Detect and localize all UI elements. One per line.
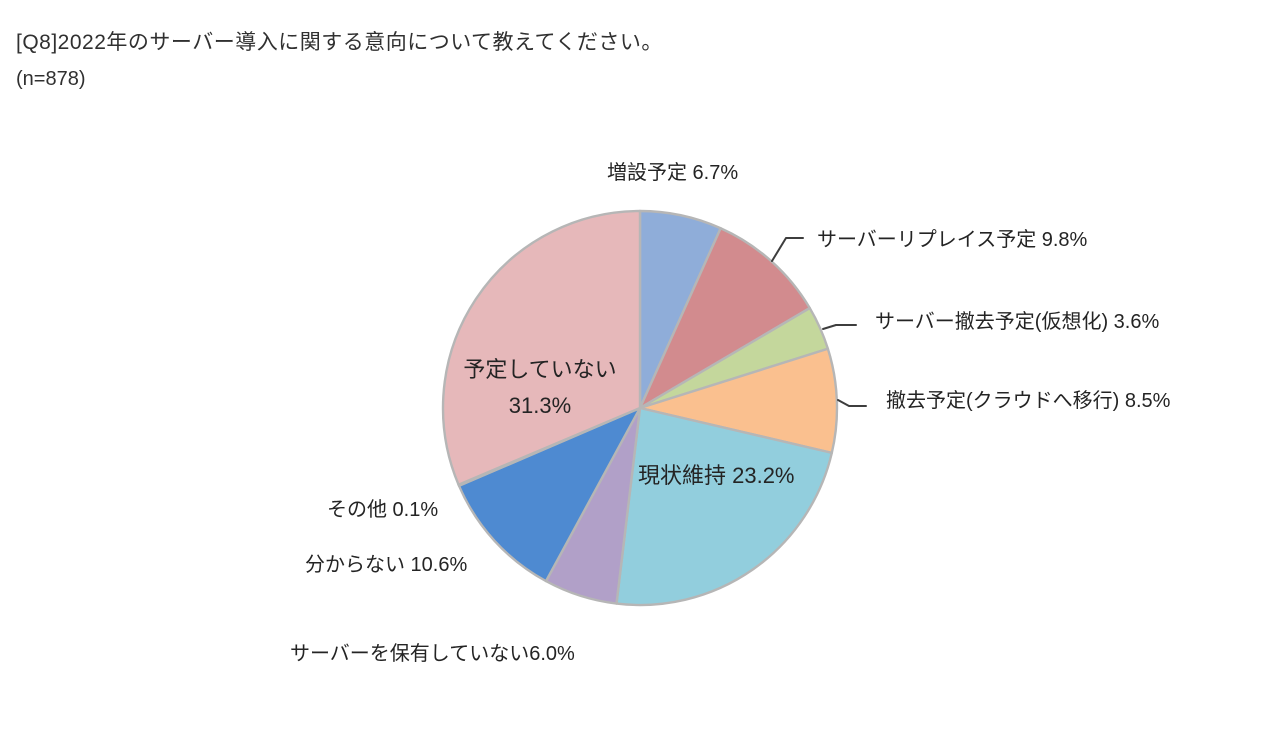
leader-line-remove-virtualization: [822, 324, 857, 330]
pie-slice-9: [441, 209, 642, 486]
pie-slices: [441, 209, 839, 607]
label-replace-plan: サーバーリプレイス予定 9.8%: [817, 229, 1088, 251]
label-remove-cloud: 撤去予定(クラウドへ移行) 8.5%: [886, 390, 1171, 412]
label-other: その他 0.1%: [327, 499, 439, 521]
label-status-quo: 現状維持 23.2%: [638, 463, 795, 488]
pie-slice-4: [638, 347, 839, 455]
label-remove-virtualization: サーバー撤去予定(仮想化) 3.6%: [875, 311, 1160, 333]
leader-line-remove-cloud: [837, 399, 867, 407]
label-no-plan-value: 31.3%: [508, 392, 572, 418]
pie-slice-5: [615, 406, 834, 607]
label-add-plan: 増設予定 6.7%: [607, 162, 739, 184]
question-title: [Q8]2022年のサーバー導入に関する意向について教えてください。: [16, 31, 663, 54]
label-dont-know: 分からない 10.6%: [305, 554, 468, 576]
label-no-server: サーバーを保有していない6.0%: [290, 643, 575, 665]
label-no-plan-name: 予定していない: [463, 357, 617, 382]
label-no-plan: 予定していない 31.3%: [440, 352, 640, 423]
sample-size: (n=878): [16, 68, 86, 90]
leader-line-replace-plan: [771, 237, 804, 262]
pie-slice-7: [457, 406, 642, 583]
